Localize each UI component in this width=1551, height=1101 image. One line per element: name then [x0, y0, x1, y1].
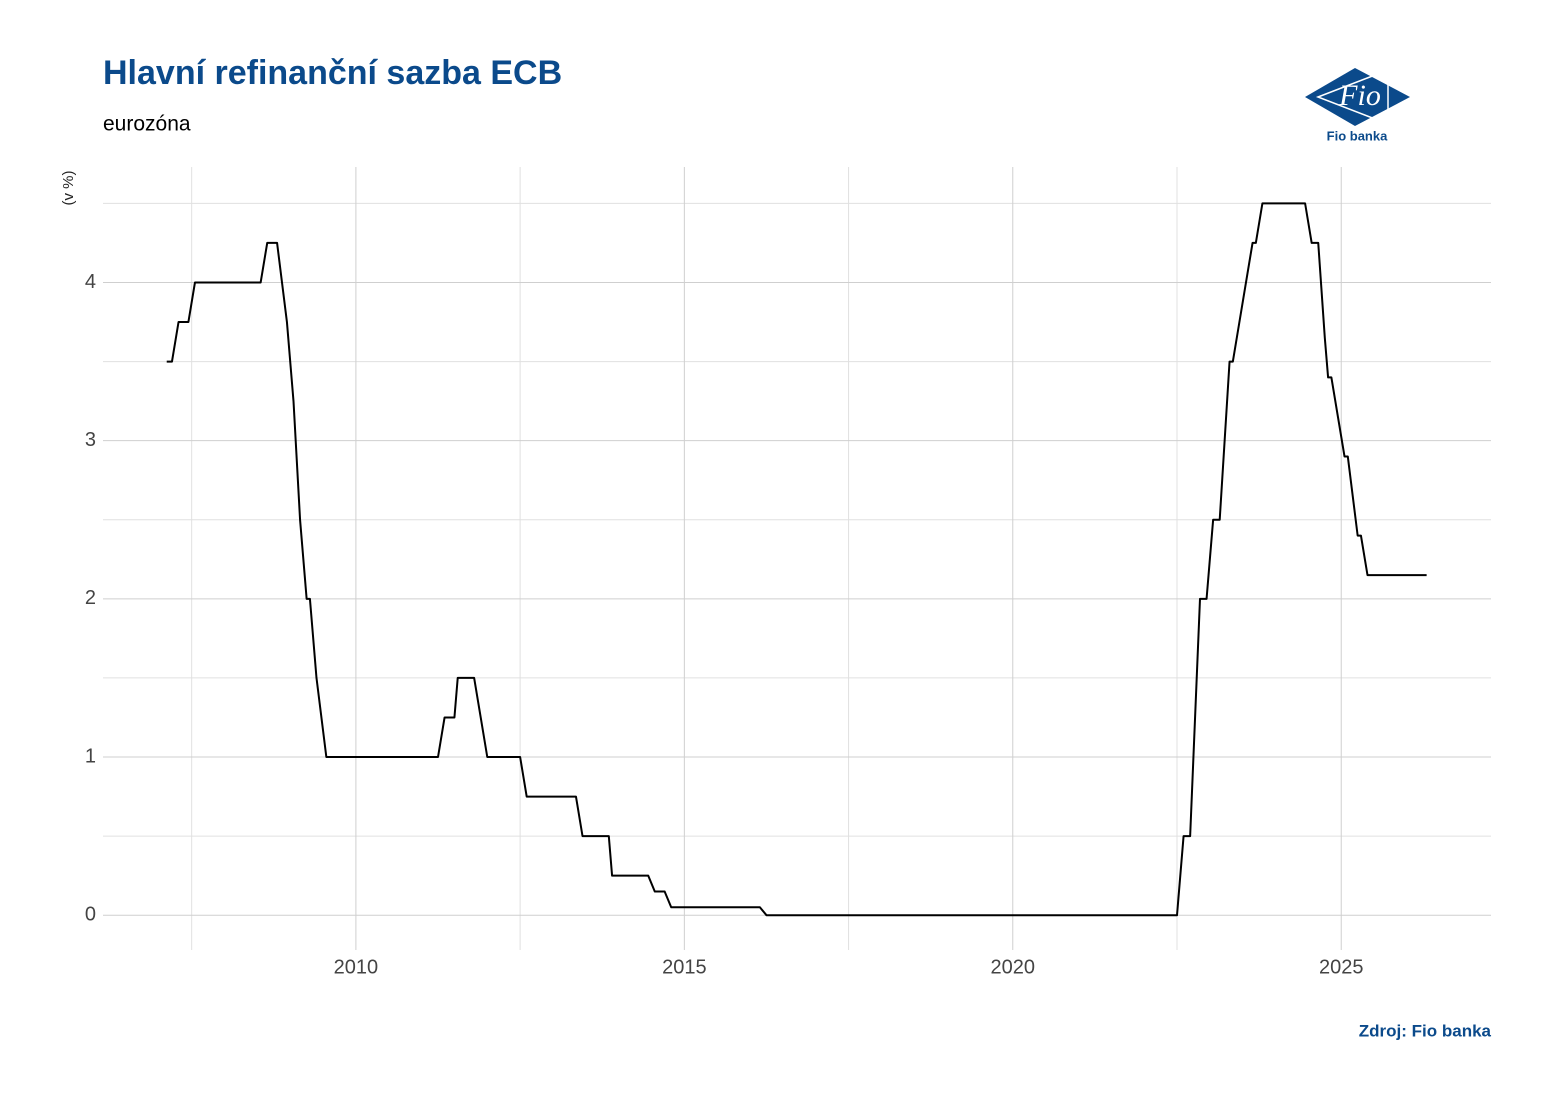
chart-subtitle: eurozóna	[103, 113, 191, 136]
y-tick-label: 4	[85, 271, 96, 293]
x-tick-label: 2025	[1319, 956, 1364, 978]
source: Zdroj: Fio banka	[1359, 1021, 1492, 1040]
logo: Fio Fio banka	[1305, 68, 1410, 143]
y-tick-label: 3	[85, 429, 96, 451]
logo-shape	[1305, 68, 1410, 126]
chart-title: Hlavní refinanční sazba ECB	[103, 54, 562, 92]
logo-outline	[1315, 68, 1389, 126]
logo-name: Fio banka	[1327, 128, 1388, 143]
y-tick-label: 0	[85, 903, 96, 925]
y-tick-label: 1	[85, 745, 96, 767]
x-tick-label: 2015	[662, 956, 707, 978]
x-tick-label: 2010	[334, 956, 379, 978]
line-series	[166, 202, 1427, 917]
y-tick-label: 2	[85, 587, 96, 609]
x-tick-label: 2020	[991, 956, 1036, 978]
y-axis-label: (v %)	[60, 171, 77, 206]
logo-mark: Fio	[1338, 79, 1381, 112]
